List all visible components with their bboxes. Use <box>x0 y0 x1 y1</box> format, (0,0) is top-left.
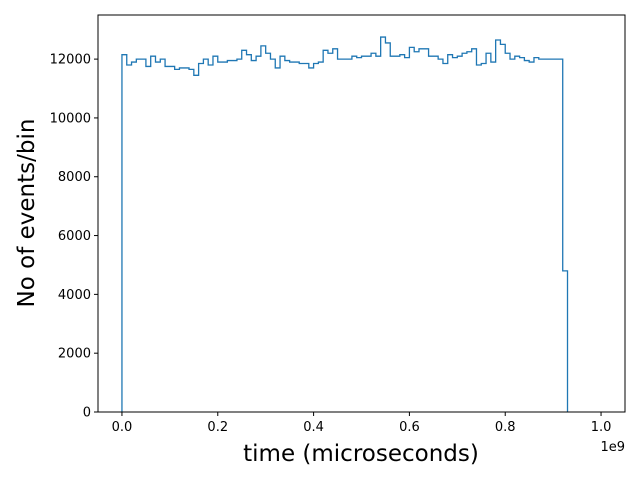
x-tick-label: 0.8 <box>495 420 516 435</box>
y-tick-label: 0 <box>83 406 91 421</box>
y-tick-label: 10000 <box>50 111 91 126</box>
histogram-step-line <box>121 36 569 412</box>
y-tick-label: 12000 <box>50 53 91 68</box>
y-tick-label: 6000 <box>58 229 91 244</box>
x-tick-label: 1.0 <box>591 420 612 435</box>
x-tick-label: 0.4 <box>303 420 324 435</box>
x-tick-label: 0.2 <box>207 420 228 435</box>
x-axis-offset-label: 1e9 <box>600 440 625 455</box>
y-tick-label: 2000 <box>58 347 91 362</box>
y-tick-label: 4000 <box>58 288 91 303</box>
y-tick-label: 8000 <box>58 170 91 185</box>
y-axis: 0 2000 4000 6000 8000 10000 12000 <box>50 53 98 421</box>
y-axis-label: No of events/bin <box>14 119 40 308</box>
x-tick-label: 0.0 <box>112 420 133 435</box>
axes-frame <box>97 14 626 413</box>
x-axis: 0.0 0.2 0.4 0.6 0.8 1.0 <box>112 412 612 435</box>
x-axis-label: time (microseconds) <box>243 441 479 467</box>
x-tick-label: 0.6 <box>399 420 420 435</box>
